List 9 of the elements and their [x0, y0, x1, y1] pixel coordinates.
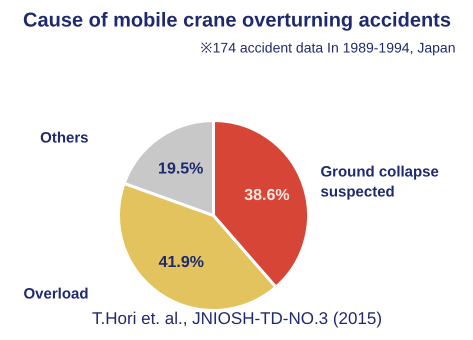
data-label: 19.5%	[158, 160, 204, 178]
text: T.Hori et. al., JNIOSH-TD-NO.3 (2015)	[92, 309, 382, 328]
slice-label: Others	[40, 129, 89, 146]
chart-title: Cause of mobile crane overturning accidents	[23, 10, 451, 32]
data-label: 38.6%	[244, 187, 290, 204]
chart-subtitle: ※174 accident data In 1989-1994, Japan	[200, 40, 456, 56]
slice-label: Overload	[23, 285, 89, 302]
data-label: 41.9%	[158, 254, 204, 272]
slice-label: Ground collapse suspected	[320, 164, 439, 201]
